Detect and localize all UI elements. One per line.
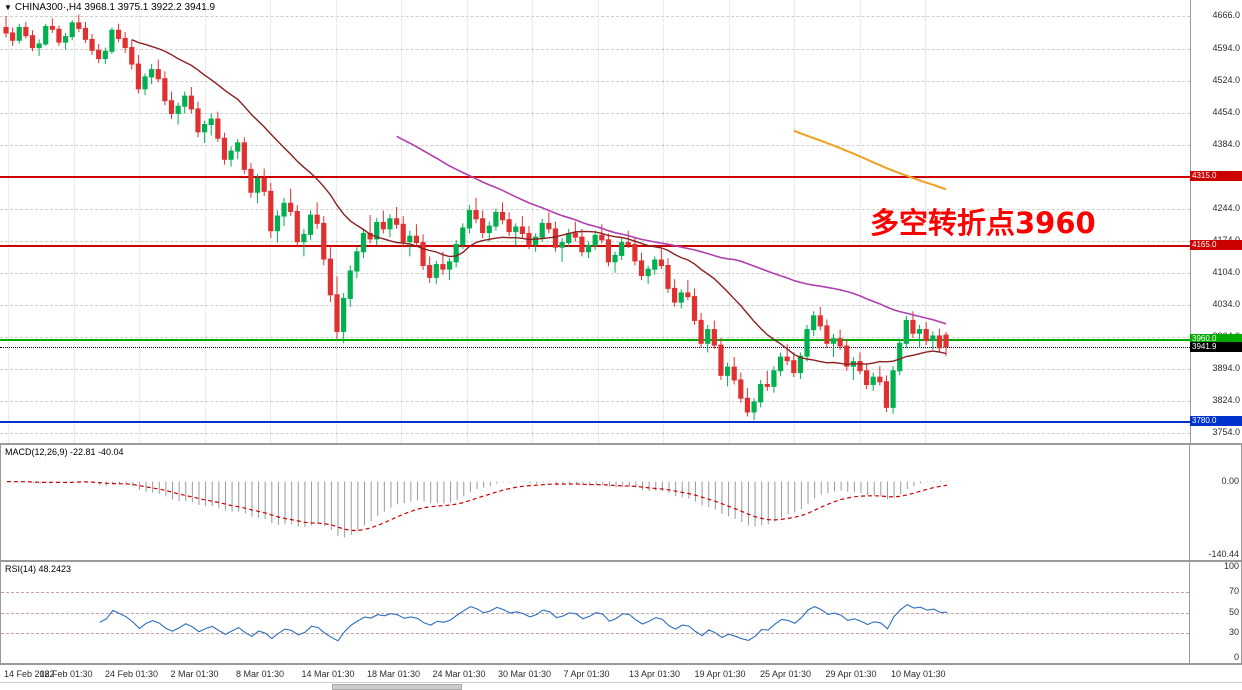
price-level-line[interactable] — [0, 338, 1190, 341]
price-tick: 4174.0 — [1212, 235, 1240, 245]
rsi-tick: 100 — [1223, 561, 1239, 571]
price-gridline — [0, 400, 1190, 402]
price-gridline — [0, 112, 1190, 114]
time-axis-label: 18 Mar 01:30 — [367, 669, 421, 679]
price-gridline — [0, 15, 1190, 17]
scrollbar-thumb[interactable] — [332, 684, 462, 690]
price-level-tag: 3960.0 — [1190, 333, 1242, 344]
time-gridline — [728, 0, 730, 443]
macd-tick: -140.44 — [1208, 549, 1239, 559]
price-chart-panel[interactable]: 4666.0 4594.0 4524.0 4454.0 4384.0 4315.0 4244… — [0, 0, 1242, 444]
current-price-line — [0, 347, 1190, 348]
time-axis-label: 13 Apr 01:30 — [629, 669, 681, 679]
macd-tick: 0.00 — [1221, 475, 1239, 486]
price-level-tag: 3941.9 — [1190, 342, 1242, 352]
price-level-tag: 4165.0 — [1190, 239, 1242, 250]
price-tick: 4104.0 — [1212, 266, 1240, 277]
price-tick: 3824.0 — [1212, 394, 1240, 405]
price-gridline — [0, 433, 1190, 434]
rsi-tick: 30 — [1228, 626, 1239, 637]
price-gridline — [0, 208, 1190, 210]
macd-plot-area[interactable] — [1, 445, 1189, 560]
price-level-line[interactable] — [0, 176, 1190, 179]
time-gridline — [139, 0, 140, 443]
macd-scale: 0.00 -140.44 — [1189, 445, 1241, 560]
price-level-tag: 3780.0 — [1190, 416, 1242, 427]
time-axis-label: 29 Apr 01:30 — [825, 669, 877, 679]
price-gridline — [0, 304, 1190, 306]
collapse-icon[interactable]: ▼ — [4, 3, 12, 12]
price-tick: 4524.0 — [1212, 74, 1240, 85]
rsi-scale: 100 70 50 30 0 — [1189, 562, 1241, 663]
time-axis-label: 18 Feb 01:30 — [39, 669, 93, 679]
time-gridline — [532, 0, 533, 443]
time-gridline — [73, 0, 75, 443]
rsi-tick: 0 — [1233, 652, 1239, 662]
time-axis-label: 19 Apr 01:30 — [694, 669, 746, 679]
time-gridline — [401, 0, 402, 443]
time-axis-label: 24 Mar 01:30 — [432, 669, 486, 679]
price-gridline — [0, 272, 1190, 274]
candlestick-series — [3, 14, 949, 421]
macd-label: MACD(12,26,9) -22.81 -40.04 — [5, 447, 124, 457]
time-gridline — [859, 0, 861, 443]
time-axis-label: 7 Apr 01:30 — [563, 669, 610, 679]
rsi-series — [99, 603, 948, 642]
price-level-line[interactable] — [0, 421, 1190, 424]
time-axis-label: 10 May 01:30 — [891, 669, 946, 679]
time-axis-label: 30 Mar 01:30 — [498, 669, 552, 679]
time-axis-label: 8 Mar 01:30 — [236, 669, 285, 679]
time-axis-label: 14 Feb 2022 — [4, 669, 55, 679]
rsi-label: RSI(14) 48.2423 — [5, 564, 72, 574]
price-gridline — [0, 48, 1190, 50]
price-plot-area[interactable] — [0, 0, 1190, 443]
time-gridline — [925, 0, 926, 443]
horizontal-scrollbar[interactable] — [0, 682, 1242, 690]
price-tick: 3754.0 — [1212, 427, 1240, 437]
price-gridline — [0, 368, 1190, 370]
time-gridline — [597, 0, 599, 443]
price-gridline — [0, 80, 1190, 82]
macd-series — [6, 480, 948, 538]
price-gridline — [0, 336, 1190, 338]
price-tick: 4384.0 — [1212, 138, 1240, 149]
time-gridline — [8, 0, 9, 443]
rsi-band-line — [1, 632, 1189, 634]
rsi-band-line — [1, 592, 1189, 594]
time-axis-label: 24 Feb 01:30 — [105, 669, 159, 679]
price-tick: 3894.0 — [1212, 362, 1240, 373]
time-gridline — [794, 0, 795, 443]
price-tick: 4666.0 — [1212, 9, 1240, 20]
time-gridline — [335, 0, 337, 443]
price-tick: 4034.0 — [1212, 298, 1240, 309]
chart-header: ▼ CHINA300·,H4 3968.1 3975.1 3922.2 3941.… — [4, 2, 215, 13]
price-scale[interactable]: 4666.0 4594.0 4524.0 4454.0 4384.0 4315.0 4244… — [1190, 0, 1242, 443]
rsi-tick: 50 — [1228, 606, 1239, 617]
time-axis-label: 25 Apr 01:30 — [760, 669, 812, 679]
price-gridline — [0, 144, 1190, 146]
macd-panel[interactable]: 0.00 -140.44 MACD(12,26,9) -22.81 -40.04 — [0, 444, 1242, 561]
rsi-panel[interactable]: 100 70 50 30 0 RSI(14) 48.2423 — [0, 561, 1242, 664]
time-axis-label: 2 Mar 01:30 — [170, 669, 219, 679]
time-axis-label: 14 Mar 01:30 — [301, 669, 355, 679]
price-tick: 4594.0 — [1212, 42, 1240, 53]
price-level-tag: 4315.0 — [1190, 171, 1242, 182]
rsi-plot-area[interactable] — [1, 562, 1189, 663]
time-gridline — [663, 0, 664, 443]
price-tick: 4454.0 — [1212, 106, 1240, 117]
time-gridline — [204, 0, 206, 443]
symbol-ohlc-label: CHINA300·,H4 3968.1 3975.1 3922.2 3941.9 — [14, 2, 216, 13]
chart-annotation-text: 多空转折点3960 — [870, 206, 1096, 240]
rsi-tick: 70 — [1228, 586, 1239, 597]
price-tick: 4244.0 — [1212, 202, 1240, 213]
